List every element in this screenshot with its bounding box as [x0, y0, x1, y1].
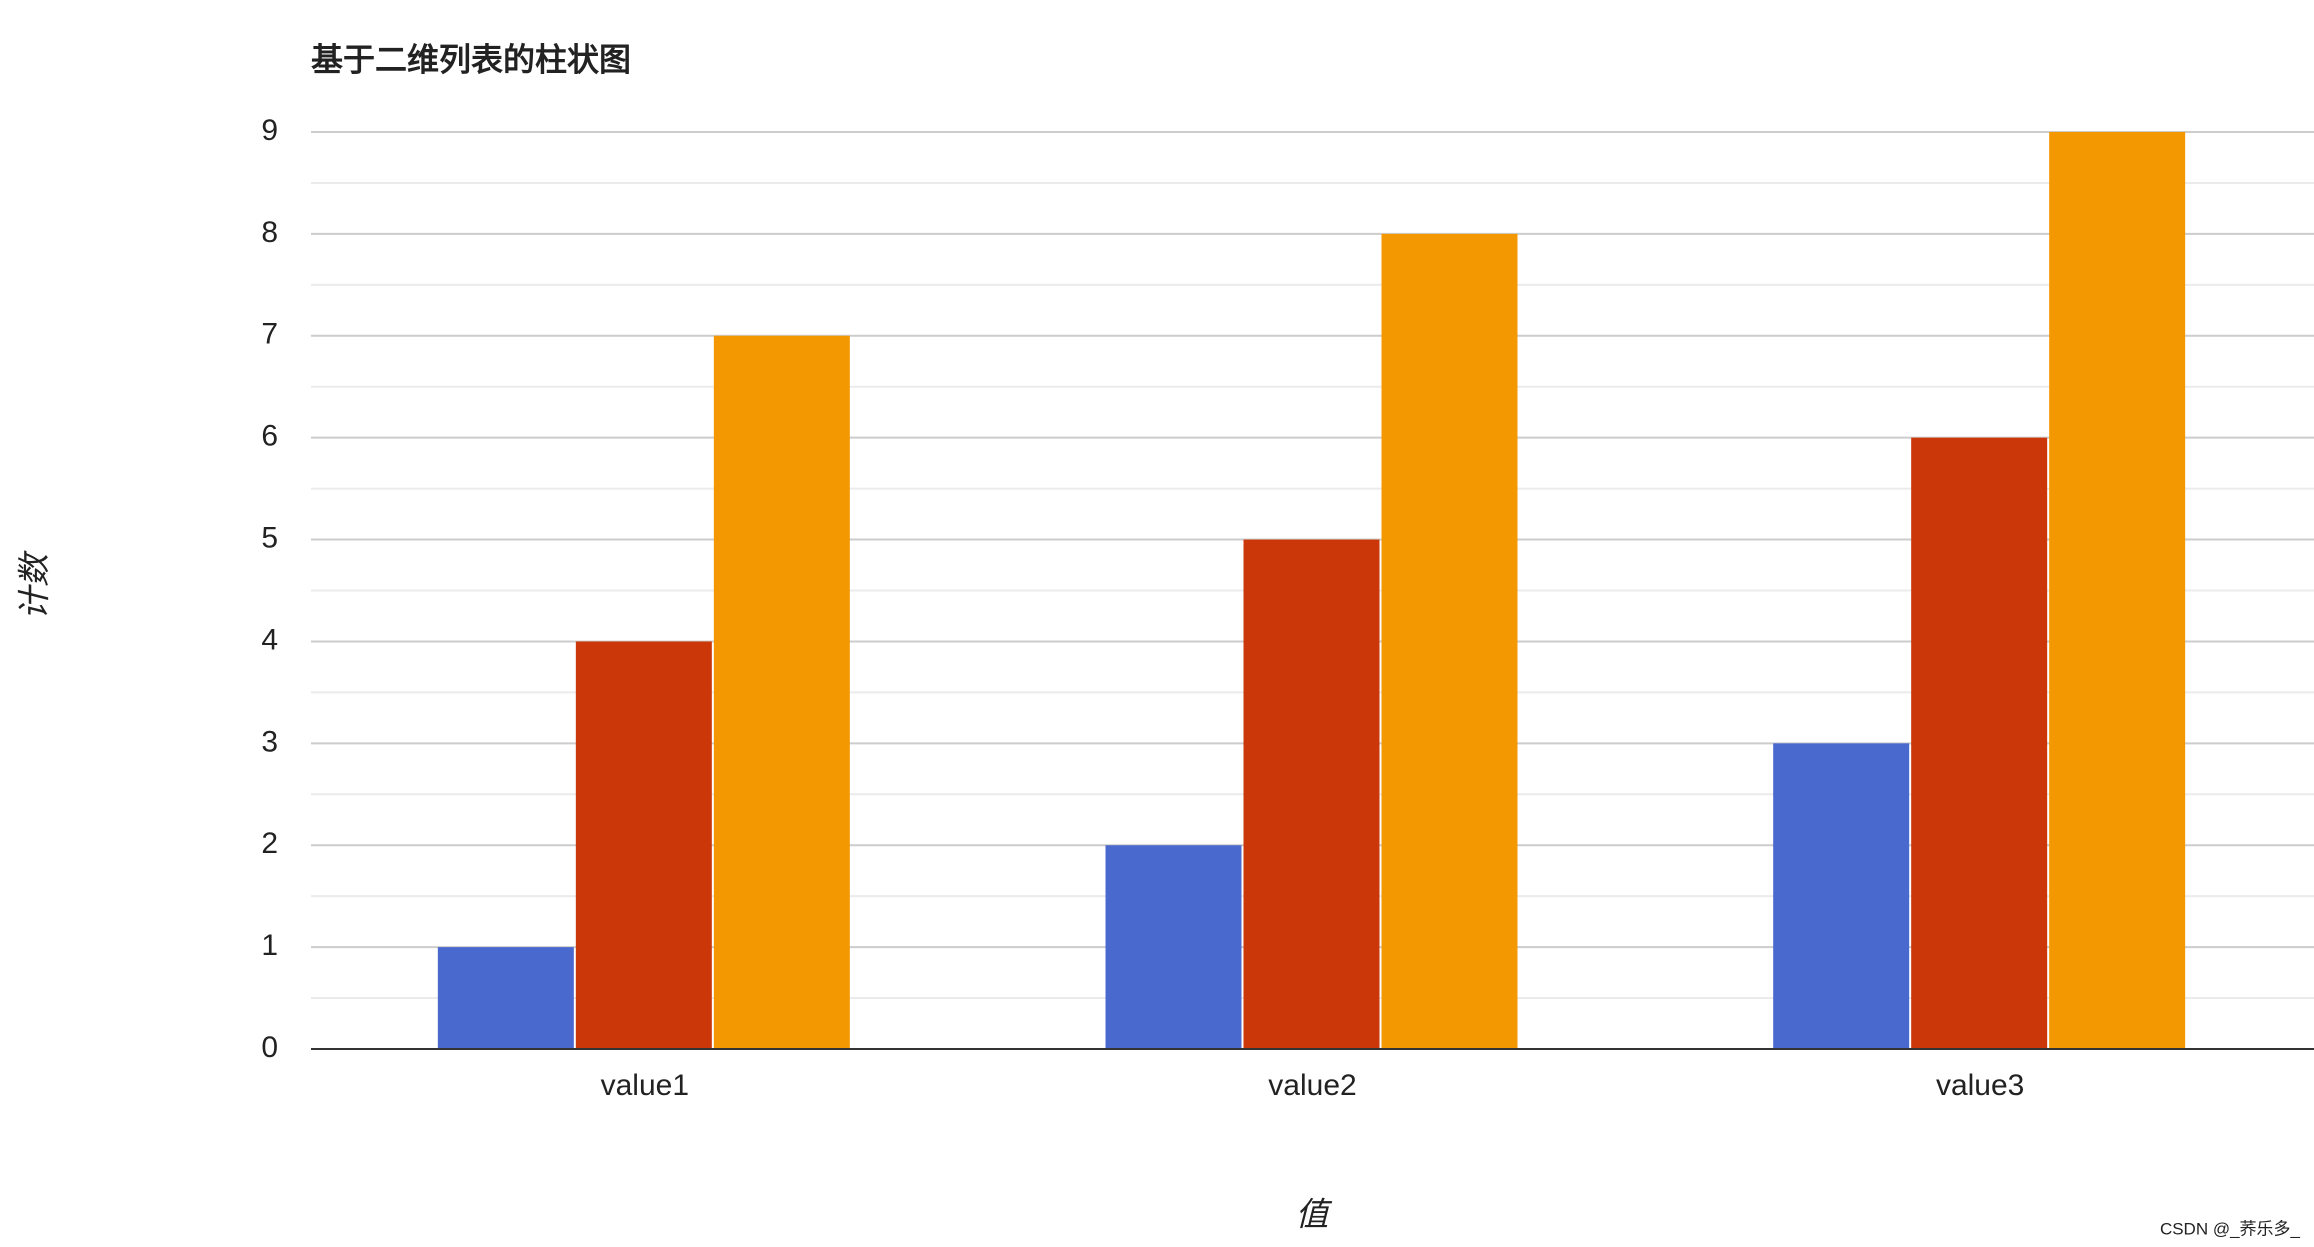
watermark: CSDN @_荞乐多_ — [2160, 1219, 2301, 1238]
bar — [1773, 743, 1910, 1049]
y-tick-label: 0 — [261, 1031, 278, 1064]
y-tick-label: 6 — [261, 420, 278, 453]
bar — [1911, 437, 2048, 1050]
y-tick-label: 7 — [261, 318, 278, 351]
y-tick-label: 9 — [261, 114, 278, 147]
chart-title: 基于二维列表的柱状图 — [311, 41, 631, 77]
bar — [575, 641, 712, 1049]
x-tick-label: value2 — [1268, 1069, 1356, 1102]
y-tick-label: 8 — [261, 216, 278, 249]
y-tick-label: 2 — [261, 827, 278, 860]
bar — [1105, 845, 1242, 1049]
bar — [1243, 539, 1380, 1049]
y-tick-label: 4 — [261, 623, 278, 656]
bar — [437, 947, 574, 1049]
x-axis-title: 值 — [1296, 1196, 1333, 1233]
y-tick-label: 3 — [261, 725, 278, 758]
bar — [713, 335, 850, 1049]
y-tick-label: 5 — [261, 521, 278, 554]
bar — [2049, 132, 2186, 1049]
bar — [1381, 233, 1518, 1049]
y-tick-label: 1 — [261, 929, 278, 962]
y-axis-title: 计数 — [16, 550, 53, 620]
x-tick-label: value3 — [1936, 1069, 2024, 1102]
x-tick-label: value1 — [601, 1069, 689, 1102]
